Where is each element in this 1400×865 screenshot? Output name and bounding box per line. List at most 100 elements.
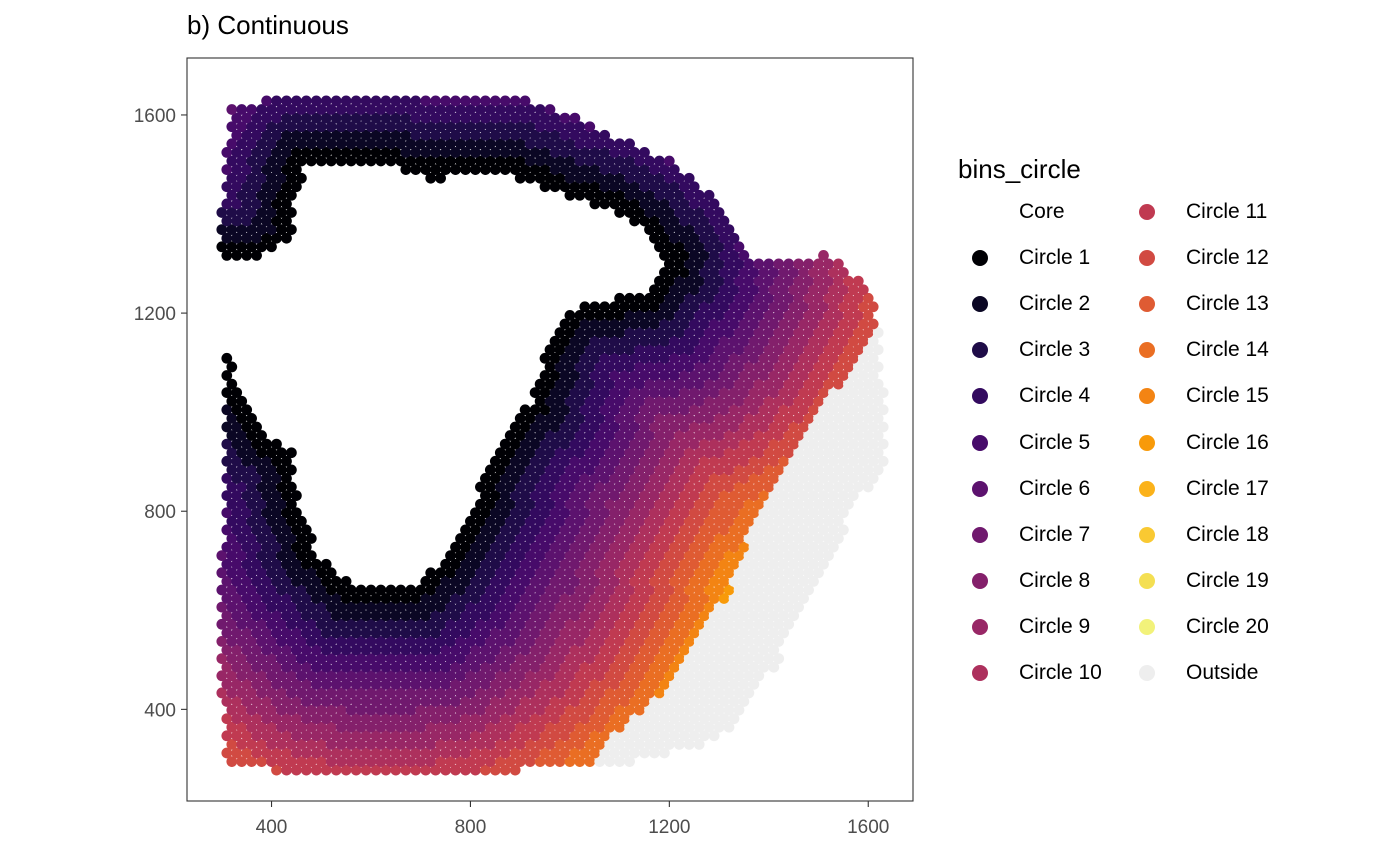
spot-point — [683, 687, 695, 699]
spot-point — [221, 250, 233, 261]
spot-point — [470, 558, 481, 570]
spot-point — [773, 636, 785, 647]
spot-point — [330, 764, 342, 776]
spot-point — [748, 661, 760, 673]
spot-point — [509, 644, 521, 656]
spot-point — [574, 550, 586, 561]
spot-point — [261, 713, 272, 725]
legend-dot — [1139, 296, 1155, 313]
legend-item: Circle 18 — [1125, 512, 1292, 558]
spot-point — [509, 558, 521, 570]
spot-point — [529, 576, 541, 587]
spot-point — [380, 730, 392, 742]
spot-point — [514, 138, 526, 150]
spot-point — [266, 121, 277, 133]
spot-point — [818, 524, 829, 536]
spot-point — [818, 250, 829, 261]
spot-point — [450, 610, 461, 622]
spot-point — [539, 730, 551, 742]
spot-point — [738, 644, 750, 656]
spot-point — [624, 636, 635, 647]
spot-point — [843, 361, 854, 373]
spot-point — [644, 533, 655, 544]
spot-point — [564, 413, 576, 424]
spot-point — [793, 292, 804, 304]
spot-point — [315, 636, 327, 647]
spot-point — [489, 644, 501, 656]
spot-point — [823, 533, 834, 544]
spot-point — [276, 447, 287, 459]
spot-point — [659, 335, 670, 347]
spot-point — [470, 524, 481, 536]
spot-point — [251, 490, 262, 501]
spot-point — [678, 267, 690, 278]
spot-point — [713, 687, 725, 699]
spot-point — [524, 687, 536, 699]
spot-point — [499, 455, 511, 467]
spot-point — [445, 584, 456, 596]
spot-point — [415, 687, 427, 699]
spot-point — [803, 447, 814, 459]
spot-point — [594, 515, 606, 527]
spot-point — [325, 601, 337, 613]
spot-point — [484, 739, 496, 750]
spot-point — [659, 558, 670, 570]
spot-point — [808, 267, 819, 278]
legend-item: Circle 6 — [958, 466, 1125, 512]
spot-point — [559, 610, 571, 622]
legend-key — [958, 558, 1002, 604]
spot-point — [529, 164, 541, 175]
spot-point — [375, 155, 387, 167]
spot-point — [609, 438, 620, 450]
spot-point — [654, 344, 665, 356]
spot-point — [793, 275, 804, 287]
spot-point — [579, 301, 591, 313]
spot-point — [778, 352, 790, 364]
spot-point — [644, 344, 655, 356]
spot-point — [743, 653, 755, 664]
spot-point — [713, 670, 725, 682]
spot-point — [688, 318, 700, 330]
spot-point — [654, 464, 665, 476]
spot-point — [693, 464, 705, 476]
spot-point — [310, 147, 322, 158]
spot-point — [405, 721, 417, 733]
spot-point — [872, 447, 884, 459]
spot-point — [738, 318, 750, 330]
spot-point — [683, 704, 695, 716]
spot-point — [236, 515, 248, 527]
spot-point — [300, 678, 312, 690]
spot-point — [246, 413, 257, 424]
spot-point — [833, 515, 844, 527]
spot-point — [271, 215, 282, 227]
spot-point — [599, 747, 611, 759]
spot-point — [808, 387, 819, 398]
spot-point — [370, 713, 382, 725]
spot-point — [708, 370, 720, 381]
spot-point — [310, 627, 322, 639]
spot-point — [246, 121, 257, 133]
spot-point — [659, 387, 670, 398]
spot-point — [773, 310, 785, 321]
spot-point — [668, 576, 680, 587]
spot-point — [519, 490, 531, 501]
spot-point — [698, 215, 710, 227]
spot-point — [251, 644, 262, 656]
spot-point — [703, 550, 715, 561]
spot-point — [276, 224, 287, 235]
spot-point — [688, 352, 700, 364]
spot-point — [852, 327, 864, 338]
spot-point — [678, 473, 690, 484]
spot-point — [728, 661, 740, 673]
spot-point — [246, 464, 257, 476]
spot-point — [529, 129, 541, 141]
spot-point — [594, 636, 606, 647]
spot-point — [693, 395, 705, 407]
spot-point — [231, 576, 243, 587]
spot-point — [216, 584, 228, 596]
spot-point — [455, 721, 466, 733]
spot-point — [400, 644, 412, 656]
spot-point — [261, 215, 272, 227]
spot-point — [291, 747, 302, 759]
spot-point — [688, 473, 700, 484]
